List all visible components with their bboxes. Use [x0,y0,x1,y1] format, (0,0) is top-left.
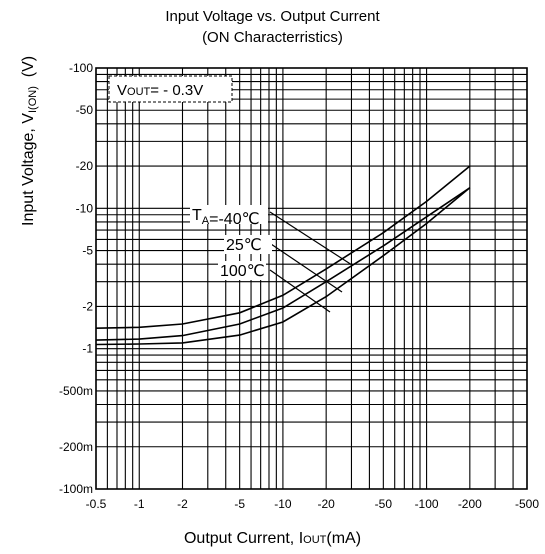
y-axis-label-sub: I(ON) [27,86,39,114]
series-label-bg [224,235,272,254]
series-line [95,187,471,341]
series-line [95,187,471,346]
series-leader-line [269,269,331,313]
x-tick-label: -1 [134,497,145,511]
series-leader-line [269,211,353,266]
x-tick-label: -5 [234,497,245,511]
y-tick-label: -2 [82,299,93,313]
y-tick-label: -1 [82,342,93,356]
x-axis-label-unit: (mA) [326,530,362,547]
plot-frame [95,67,528,490]
y-axis-label-unit: (V) [20,55,37,78]
x-tick-label: -10 [274,497,292,511]
x-tick-label: -0.5 [86,497,107,511]
chart-title: Input Voltage vs. Output Current [165,8,380,25]
y-tick-label: -50 [76,103,94,117]
chart-subtitle: (ON Characterristics) [202,29,343,46]
y-tick-label: -100m [59,482,93,496]
x-axis-label-sub: OUT [303,534,327,546]
x-axis-label-main: Output Current, I [183,530,304,547]
x-tick-label: -2 [177,497,188,511]
y-tick-label: -500m [59,384,93,398]
condition-text: VOUT= - 0.3V [117,82,203,99]
x-tick-label: -50 [375,497,393,511]
x-tick-label: -100 [415,497,439,511]
series-label-bg [218,261,266,280]
y-tick-label: -20 [76,159,94,173]
series-line [95,165,471,329]
series-leader-line [267,241,343,293]
y-tick-label: -200m [59,440,93,454]
condition-box [108,75,233,103]
series-label: 100℃ [220,263,265,280]
y-tick-label: -10 [76,201,94,215]
series-label: 25℃ [226,237,262,254]
y-tick-label: -5 [82,244,93,258]
x-tick-label: -20 [317,497,335,511]
y-axis-label-main: Input Voltage, V [20,113,37,226]
series-label-bg [190,205,268,224]
y-tick-label: -100 [69,61,93,75]
y-axis-label: Input Voltage, VI(ON) (V) [20,56,39,226]
x-axis-label: Output Current, IOUT(mA) [0,530,545,548]
series-label: TA=-40℃ [192,207,260,228]
x-tick-label: -500 [515,497,539,511]
x-tick-label: -200 [458,497,482,511]
